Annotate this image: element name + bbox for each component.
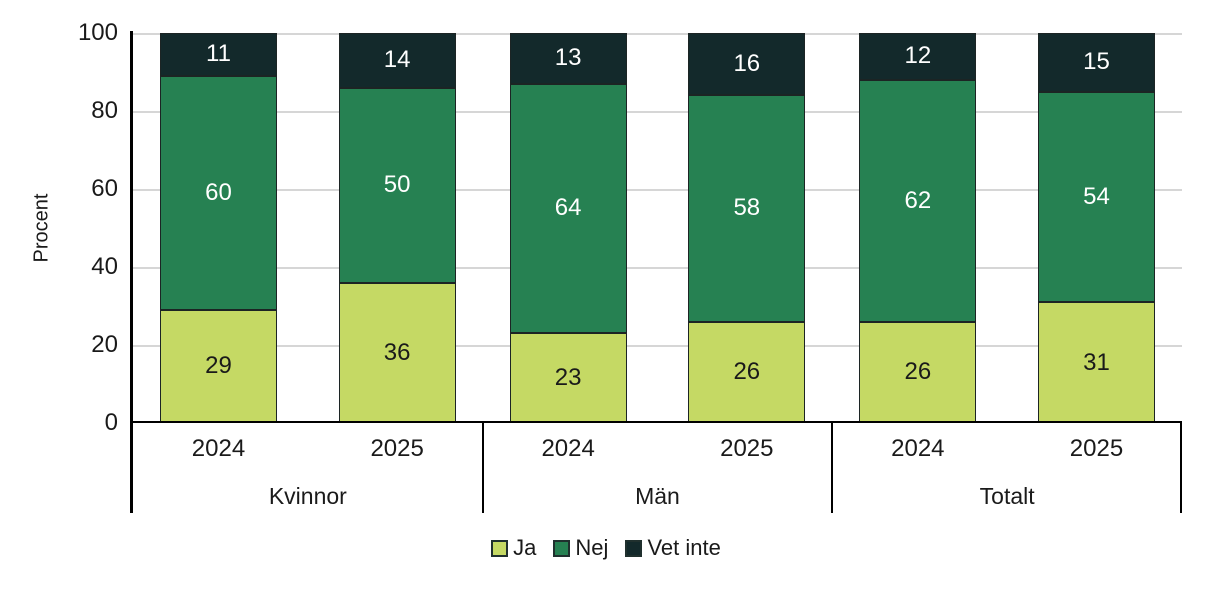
gridline-40 <box>133 267 1182 269</box>
segment-value-label: 54 <box>1083 182 1110 210</box>
y-tick-label: 80 <box>91 97 118 124</box>
segment-Vet inte: 14 <box>338 33 456 88</box>
segment-Nej: 58 <box>688 95 806 322</box>
segment-Nej: 54 <box>1037 91 1155 303</box>
segment-Ja: 26 <box>859 321 977 423</box>
segment-value-label: 62 <box>904 186 932 214</box>
segment-Vet inte: 13 <box>509 33 627 84</box>
bar-group-Män: 13 64 23 16 58 26 <box>483 33 833 423</box>
legend: Ja Nej Vet inte <box>0 535 1212 561</box>
gridline-100 <box>133 33 1182 35</box>
segment-value-label: 12 <box>904 42 932 70</box>
segment-Nej: 50 <box>338 87 456 283</box>
stacked-bar-Män-2024: 13 64 23 <box>509 33 627 423</box>
year-tick-label: 2024 <box>891 434 945 462</box>
group-axis-row: Kvinnor Män Totalt <box>133 470 1182 515</box>
segment-value-label: 26 <box>733 358 761 386</box>
segment-value-label: 60 <box>205 178 232 206</box>
legend-swatch-icon <box>553 539 571 557</box>
segment-value-label: 23 <box>554 364 582 392</box>
y-tick-label: 100 <box>77 19 118 46</box>
group-separator <box>482 423 484 513</box>
bar-group-Kvinnor: 11 60 29 14 50 36 <box>133 33 483 423</box>
year-axis-row: 2024 2025 2024 2025 2024 2025 <box>133 426 1182 471</box>
segment-value-label: 26 <box>904 358 932 386</box>
legend-label: Nej <box>575 535 609 560</box>
stacked-bar-Kvinnor-2024: 11 60 29 <box>160 33 277 423</box>
y-tick-label: 40 <box>91 253 118 280</box>
segment-Ja: 36 <box>338 282 456 423</box>
segment-Nej: 64 <box>509 83 627 334</box>
segment-value-label: 15 <box>1083 48 1110 76</box>
segment-Vet inte: 11 <box>160 33 277 76</box>
stacked-bar-Totalt-2024: 12 62 26 <box>859 33 977 423</box>
stacked-bar-Män-2025: 16 58 26 <box>688 33 806 423</box>
year-labels-Totalt: 2024 2025 <box>832 426 1182 471</box>
year-tick-label: 2025 <box>720 434 774 462</box>
year-tick-label: 2025 <box>370 434 424 462</box>
segment-value-label: 58 <box>733 194 761 222</box>
gridline-20 <box>133 345 1182 347</box>
y-tick-label: 60 <box>91 175 118 202</box>
segment-Vet inte: 12 <box>859 33 977 80</box>
legend-item-Nej: Nej <box>553 535 608 561</box>
gridline-80 <box>133 111 1182 113</box>
year-tick-label: 2024 <box>541 434 595 462</box>
group-label-Kvinnor: Kvinnor <box>268 483 347 509</box>
segment-value-label: 13 <box>554 44 582 72</box>
segment-Nej: 60 <box>160 75 277 310</box>
legend-item-Vet inte: Vet inte <box>625 535 721 561</box>
segment-Ja: 29 <box>160 309 277 423</box>
y-tick-label: 0 <box>104 409 118 436</box>
plot-area: 11 60 29 14 50 36 13 64 23 16 58 26 12 62 26 15 54 31 <box>133 33 1182 423</box>
bar-group-Totalt: 12 62 26 15 54 31 <box>832 33 1182 423</box>
x-axis-line <box>133 421 1182 423</box>
group-label-Totalt: Totalt <box>979 483 1035 509</box>
segment-Vet inte: 15 <box>1037 33 1155 92</box>
segment-Ja: 23 <box>509 333 627 423</box>
segment-value-label: 50 <box>383 171 411 199</box>
segment-value-label: 29 <box>205 352 232 380</box>
gridline-60 <box>133 189 1182 191</box>
stacked-bar-Totalt-2025: 15 54 31 <box>1037 33 1155 423</box>
group-separator <box>1180 423 1182 513</box>
legend-item-Ja: Ja <box>491 535 536 561</box>
y-axis-line <box>130 31 133 513</box>
year-labels-Kvinnor: 2024 2025 <box>133 426 483 471</box>
year-tick-label: 2024 <box>191 434 246 462</box>
segment-Nej: 62 <box>859 79 977 322</box>
segment-value-label: 16 <box>733 50 761 78</box>
year-tick-label: 2025 <box>1069 434 1124 462</box>
legend-swatch-icon <box>625 539 643 557</box>
legend-label: Vet inte <box>647 535 721 560</box>
y-tick-label: 20 <box>91 331 118 358</box>
year-labels-Män: 2024 2025 <box>483 426 833 471</box>
legend-swatch-icon <box>491 539 509 557</box>
legend-label: Ja <box>513 535 537 560</box>
segment-value-label: 31 <box>1083 348 1110 376</box>
group-separator <box>831 423 833 513</box>
segment-value-label: 36 <box>383 338 411 366</box>
stacked-bar-Kvinnor-2025: 14 50 36 <box>338 33 456 423</box>
segment-Ja: 26 <box>688 321 806 423</box>
segment-value-label: 14 <box>383 46 411 74</box>
segment-value-label: 11 <box>206 40 231 68</box>
group-label-Män: Män <box>635 483 680 509</box>
segment-Vet inte: 16 <box>688 33 806 96</box>
segment-Ja: 31 <box>1037 302 1155 423</box>
segment-value-label: 64 <box>554 194 582 222</box>
